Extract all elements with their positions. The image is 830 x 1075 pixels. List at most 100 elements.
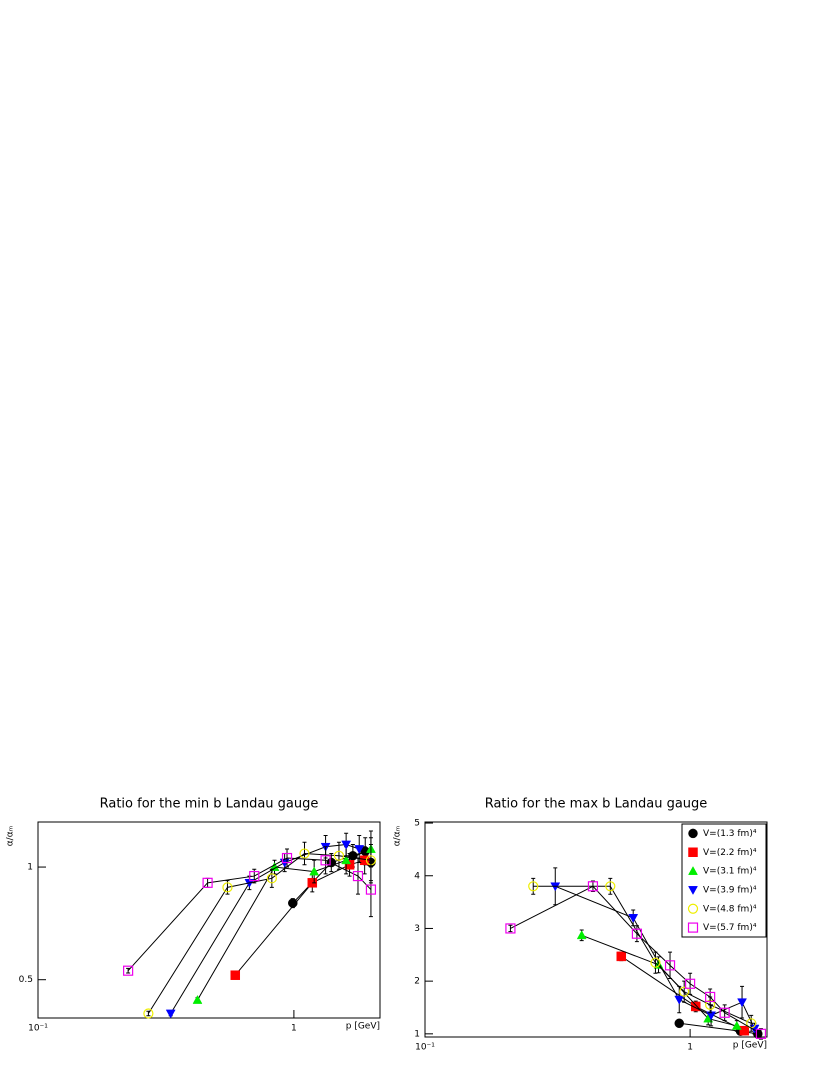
marker (309, 866, 320, 876)
legend-label: V=(3.9 fm)⁴ (703, 885, 757, 895)
legend-marker (688, 847, 698, 857)
marker (731, 1020, 742, 1030)
y-tick-label: 2 (414, 977, 420, 987)
marker (341, 840, 352, 850)
error-bar (126, 967, 131, 974)
x-axis-label: p [GeV] (733, 1041, 767, 1051)
marker (341, 855, 352, 865)
marker (365, 884, 377, 895)
error-bar (590, 880, 595, 893)
marker (674, 1018, 685, 1029)
marker (249, 870, 260, 882)
series-line (555, 885, 755, 1029)
marker (587, 881, 599, 892)
error-bar (531, 877, 536, 895)
y-axis-label: α/αₘ (6, 825, 16, 846)
marker (674, 995, 685, 1005)
series-line (620, 955, 745, 1032)
legend-marker (687, 922, 699, 933)
error-bar (285, 848, 290, 868)
marker (685, 978, 696, 989)
marker (352, 870, 364, 882)
chart-title: Ratio for the min b Landau gauge (100, 797, 319, 812)
marker (631, 928, 643, 939)
y-tick-label: 1 (27, 863, 33, 873)
marker (288, 898, 298, 908)
marker (344, 860, 355, 870)
legend-label: V=(4.8 fm)⁴ (703, 904, 757, 914)
error-bar (758, 1028, 763, 1040)
marker (616, 951, 627, 962)
legend-label: V=(2.2 fm)⁴ (703, 848, 757, 858)
marker (719, 1007, 730, 1018)
error-bar (688, 972, 693, 995)
x-axis-label: p [GeV] (346, 1022, 380, 1032)
error-bar (336, 841, 341, 870)
legend-label: V=(3.1 fm)⁴ (703, 867, 757, 877)
y-axis-label: α/αₘ (393, 825, 403, 846)
x-tick-label: 1 (687, 1043, 693, 1053)
marker (737, 998, 747, 1008)
marker (755, 1028, 767, 1039)
marker (281, 852, 293, 864)
legend-marker (688, 886, 698, 895)
x-tick-label: 10⁻¹ (28, 1024, 48, 1034)
error-bar (668, 951, 673, 980)
error-bar (269, 868, 274, 888)
series-line (581, 934, 737, 1027)
error-bar (722, 1004, 727, 1022)
marker (354, 845, 365, 855)
legend-label: V=(1.3 fm)⁴ (703, 829, 757, 839)
marker (299, 848, 310, 859)
chart-title: Ratio for the max b Landau gauge (485, 797, 708, 812)
marker (705, 991, 716, 1003)
legend-marker (687, 903, 699, 914)
marker (123, 965, 134, 976)
marker (576, 930, 587, 940)
series-line (147, 853, 372, 1014)
marker (690, 1001, 701, 1012)
error-bar (355, 857, 360, 895)
y-tick-label: 1 (414, 1029, 420, 1039)
series-line (234, 859, 365, 976)
error-bar (323, 846, 328, 875)
marker (505, 923, 516, 934)
marker (528, 881, 539, 892)
marker (320, 855, 331, 866)
x-tick-label: 1 (291, 1024, 297, 1034)
marker (165, 1009, 176, 1019)
y-tick-label: 4 (414, 871, 420, 881)
marker (628, 914, 639, 923)
frame (424, 821, 768, 1038)
marker (739, 1025, 749, 1036)
marker (650, 957, 661, 968)
error-bar (708, 988, 713, 1006)
marker (605, 881, 616, 892)
legend-label: V=(5.7 fm)⁴ (703, 923, 757, 933)
marker (333, 850, 345, 861)
legend-marker (688, 866, 698, 875)
marker (230, 970, 241, 980)
marker (664, 960, 676, 971)
error-bar (634, 925, 639, 943)
legend-box (681, 823, 767, 938)
y-tick-label: 0.5 (19, 975, 33, 985)
marker (202, 877, 213, 888)
error-bar (368, 862, 373, 918)
marker (222, 882, 233, 893)
series-line (510, 885, 762, 1035)
marker (706, 1011, 717, 1021)
marker (679, 986, 690, 997)
error-bar (608, 877, 613, 895)
legend-marker (688, 828, 698, 839)
y-tick-label: 3 (414, 924, 420, 934)
error-bar (302, 841, 307, 866)
marker (266, 873, 277, 884)
frame (37, 821, 381, 1019)
error-bar (508, 924, 513, 933)
y-tick-label: 5 (414, 819, 420, 829)
marker (143, 1008, 154, 1019)
error-bar (146, 1010, 151, 1017)
x-tick-label: 10⁻¹ (415, 1043, 435, 1053)
